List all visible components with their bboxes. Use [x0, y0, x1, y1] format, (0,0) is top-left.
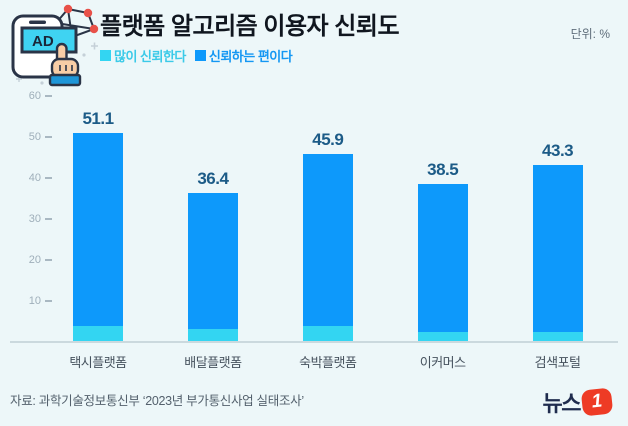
unit-label: 단위: % [570, 27, 610, 41]
bar-segment-trust-a-lot [302, 325, 353, 342]
x-axis-label: 이커머스 [419, 355, 466, 370]
ad-icon-svg: AD [11, 4, 99, 87]
bar-value-label: 51.1 [82, 108, 114, 128]
bar-segment-tend-to-trust [187, 192, 238, 330]
legend-item-label: 많이 신뢰한다 [114, 49, 186, 64]
bar-segment-trust-a-lot [187, 329, 238, 342]
bar-value-label: 43.3 [542, 140, 574, 160]
y-axis-tick: 30 [8, 213, 52, 225]
y-axis-tick-mark [45, 177, 52, 179]
bar-segment-tend-to-trust [73, 132, 123, 326]
bar: 51.1 [73, 86, 123, 342]
bar-stack [187, 192, 238, 342]
y-axis-tick-mark [45, 95, 52, 97]
bar-value-label: 38.5 [427, 160, 459, 180]
y-axis-tick-label: 50 [28, 131, 41, 144]
bar-segment-tend-to-trust [417, 184, 468, 332]
y-axis-tick-label: 30 [28, 213, 41, 226]
bar: 43.3 [532, 86, 583, 342]
y-axis-tick-mark [45, 300, 52, 302]
bar-stack [417, 184, 468, 342]
y-axis-tick: 60 [8, 90, 52, 102]
y-axis-tick-label: 10 [28, 295, 41, 308]
legend-item-label: 신뢰하는 편이다 [208, 49, 293, 64]
news1-logo-badge: 1 [580, 387, 614, 417]
bar-segment-trust-a-lot [532, 331, 583, 342]
y-axis-tick-label: 60 [28, 90, 41, 103]
legend-swatch [100, 50, 111, 61]
y-axis-tick-mark [45, 136, 52, 138]
bar-stack [302, 154, 353, 342]
bar-value-label: 45.9 [312, 130, 344, 149]
bar-segment-trust-a-lot [73, 325, 123, 342]
bar: 45.9 [302, 86, 353, 342]
page-title: 플랫폼 알고리즘 이용자 신뢰도 [100, 13, 400, 40]
bar-segment-trust-a-lot [417, 331, 468, 342]
legend: 많이 신뢰한다 신뢰하는 편이다 [100, 46, 293, 65]
x-axis-label: 숙박플랫폼 [299, 355, 357, 370]
x-axis-label: 검색포털 [534, 355, 581, 370]
svg-text:AD: AD [32, 33, 54, 50]
news1-logo: 뉴스 1 [542, 386, 614, 418]
y-axis-tick: 50 [8, 131, 52, 143]
y-axis-tick: 20 [8, 254, 52, 266]
x-axis-line [10, 341, 618, 343]
bar-stack [532, 164, 583, 342]
news1-logo-text: 뉴스 [542, 391, 582, 416]
y-axis-tick-mark [45, 259, 52, 261]
source-text: 자료: 과학기술정보통신부 ‘2023년 부가통신사업 실태조사’ [10, 394, 304, 408]
bar-value-label: 36.4 [197, 168, 229, 188]
y-axis-tick-mark [45, 218, 52, 220]
bar: 38.5 [417, 86, 468, 342]
x-axis-label: 배달플랫폼 [184, 355, 242, 370]
legend-item: 많이 신뢰한다 [100, 46, 186, 65]
y-axis-tick: 10 [8, 295, 52, 307]
y-axis-tick-label: 40 [28, 172, 41, 185]
y-axis-tick: 40 [8, 172, 52, 184]
bar-segment-tend-to-trust [532, 164, 583, 332]
plot-area: 10 20 30 40 50 60 51.1 36.4 45.9 38.5 43.3 [0, 86, 628, 342]
ad-phone-hand-network-icon: AD [8, 2, 102, 88]
legend-swatch [194, 50, 206, 61]
bar-segment-tend-to-trust [302, 154, 353, 326]
x-axis-label: 택시플랫폼 [69, 355, 127, 370]
bar: 36.4 [187, 86, 238, 342]
legend-item: 신뢰하는 편이다 [194, 46, 293, 65]
y-axis-tick-label: 20 [28, 254, 41, 267]
bar-stack [73, 132, 123, 342]
